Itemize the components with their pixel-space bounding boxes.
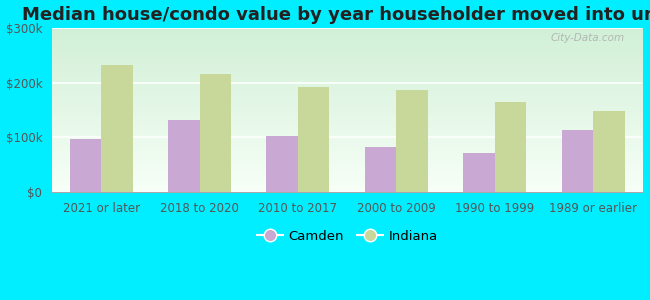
Bar — [562, 130, 593, 192]
Bar — [266, 136, 298, 192]
Bar — [298, 86, 330, 192]
Legend: Camden, Indiana: Camden, Indiana — [252, 225, 443, 248]
Bar — [396, 90, 428, 192]
Bar — [365, 147, 396, 192]
Bar — [168, 120, 200, 192]
Bar — [70, 139, 101, 192]
Bar — [200, 74, 231, 192]
Text: City-Data.com: City-Data.com — [551, 33, 625, 43]
Bar — [463, 153, 495, 192]
Title: Median house/condo value by year householder moved into unit: Median house/condo value by year househo… — [23, 6, 650, 24]
Bar — [593, 111, 625, 192]
Bar — [101, 65, 133, 192]
Bar — [495, 102, 527, 192]
